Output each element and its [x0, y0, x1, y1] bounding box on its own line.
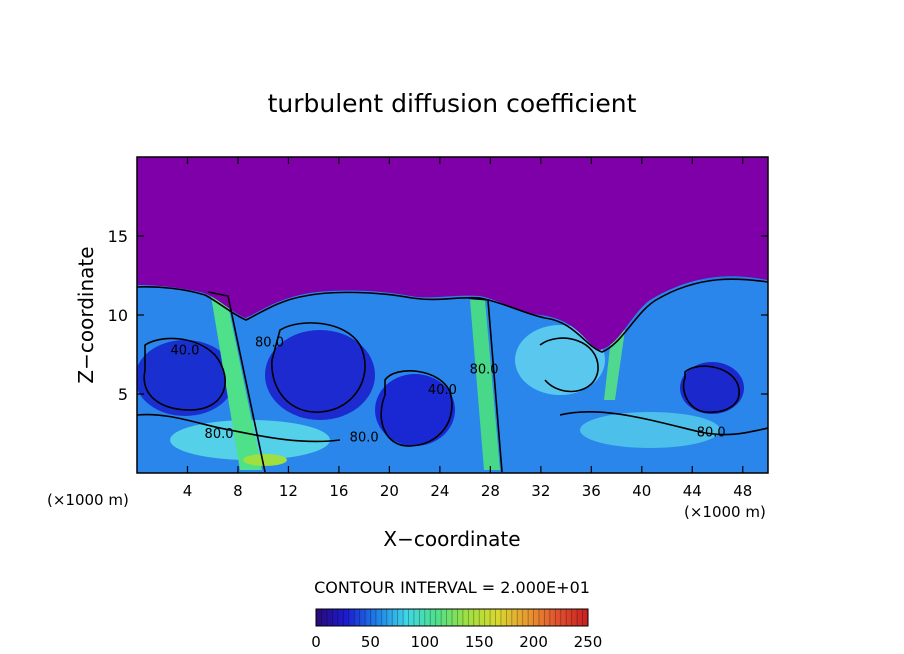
field-mid-cell	[580, 412, 720, 448]
field-plume	[470, 300, 500, 470]
colorbar-tick-label: 200	[519, 633, 548, 651]
contour-line	[271, 322, 366, 413]
contour-line	[380, 370, 453, 447]
y-tick-label: 10	[108, 306, 128, 325]
contour-label: 40.0	[428, 383, 457, 398]
contour-line	[682, 365, 740, 414]
contour-label: 80.0	[350, 430, 379, 445]
contour-label: 40.0	[170, 344, 199, 359]
x-tick-label: 48	[733, 482, 752, 500]
contour-line	[137, 413, 341, 443]
field-hot-spot	[243, 454, 287, 466]
colorbar-ticks: 0 50 100 150 200 250	[311, 633, 602, 651]
x-axis-label: X−coordinate	[383, 527, 520, 551]
y-tick-label: 15	[108, 227, 128, 246]
field-low-cell	[680, 362, 744, 414]
x-tick-label: 40	[632, 482, 651, 500]
contour-line	[539, 337, 599, 393]
x-tick-label: 4	[183, 482, 193, 500]
x-tick-label: 32	[531, 482, 550, 500]
field-low-cell	[375, 374, 455, 446]
colorbar-stripes	[321, 609, 583, 626]
contour-label: 80.0	[255, 336, 284, 351]
contour-label: 80.0	[205, 427, 234, 442]
x-tick-label: 24	[430, 482, 449, 500]
y-tick-label: 5	[118, 385, 128, 404]
contour-label: 80.0	[697, 426, 726, 441]
contour-line	[207, 291, 266, 473]
field-low-cell	[137, 340, 235, 416]
plot-area: 40.0 80.0 80.0 80.0 40.0 80.0 80.0	[137, 157, 768, 473]
x-unit-right: (×1000 m)	[684, 503, 766, 521]
field-top-layer	[137, 157, 768, 350]
field-plume	[604, 330, 625, 400]
colorbar-tick-label: 250	[574, 633, 603, 651]
contour-line	[467, 297, 503, 473]
contour-line	[143, 337, 226, 411]
x-tick-label: 8	[233, 482, 243, 500]
colorbar: 0 50 100 150 200 250	[311, 608, 602, 651]
contour-line	[559, 410, 768, 436]
contours	[137, 278, 768, 473]
y-axis: 5 10 15	[108, 227, 768, 404]
contour-interval: CONTOUR INTERVAL = 2.000E+01	[314, 578, 590, 597]
colorbar-tick-label: 0	[311, 633, 321, 651]
x-tick-label: 36	[582, 482, 601, 500]
colorbar-bar	[315, 608, 589, 627]
colorbar-tick-label: 50	[361, 633, 380, 651]
contour-labels: 40.0 80.0 80.0 80.0 40.0 80.0 80.0	[170, 336, 725, 446]
colorbar-tick-label: 100	[410, 633, 439, 651]
x-axis: 4 8 12 16 20 24 28 32 36 40 44 48	[183, 157, 752, 500]
chart-title: turbulent diffusion coefficient	[268, 89, 637, 118]
x-tick-label: 28	[481, 482, 500, 500]
x-tick-label: 16	[329, 482, 348, 500]
colorbar-tick-label: 150	[465, 633, 494, 651]
x-unit-left: (×1000 m)	[47, 491, 129, 509]
x-tick-label: 12	[279, 482, 298, 500]
x-tick-label: 44	[683, 482, 702, 500]
field-plume	[210, 290, 262, 470]
y-axis-label: Z−coordinate	[74, 246, 98, 383]
field-low-cell	[265, 330, 375, 420]
x-tick-label: 20	[380, 482, 399, 500]
contour-label: 80.0	[470, 362, 499, 377]
